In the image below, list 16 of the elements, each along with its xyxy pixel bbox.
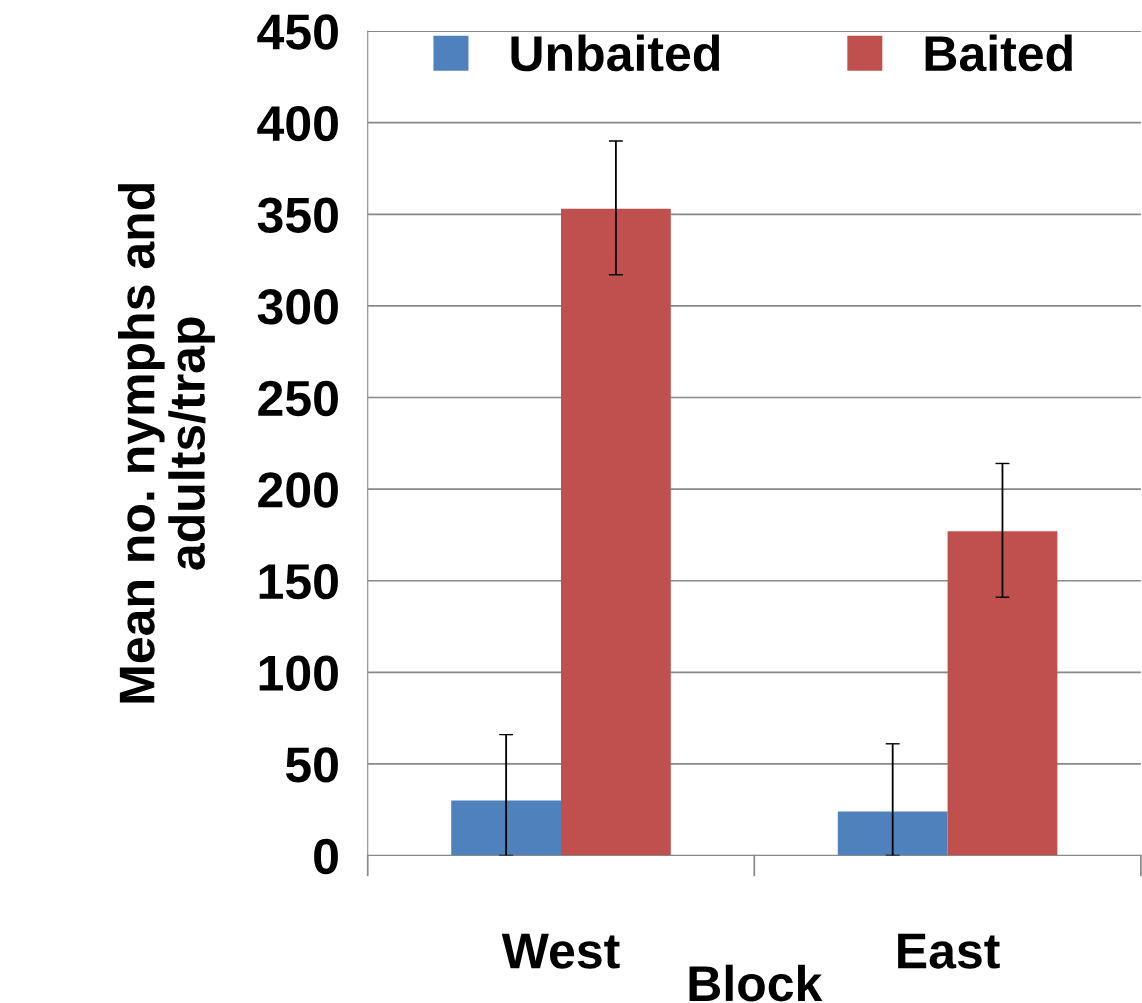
y-tick-label: 150 (259, 563, 338, 600)
legend-label: Baited (925, 34, 1072, 72)
x-tick-label: East (898, 933, 1000, 969)
y-tick-label: 400 (257, 105, 338, 142)
y-tick-label: 350 (257, 197, 338, 233)
y-axis-title: Mean no. nymphs and adults/trap (118, 184, 215, 703)
x-axis-title: Block (689, 964, 823, 1002)
y-tick-label: 200 (258, 472, 338, 508)
y-tick-label: 50 (285, 747, 338, 783)
y-tick-label: 300 (257, 289, 338, 325)
y-tick-label: 250 (258, 380, 338, 417)
x-tick-label: West (501, 933, 620, 969)
y-tick-label: 0 (314, 838, 338, 875)
y-tick-label: 450 (257, 14, 338, 50)
y-tick-label: 100 (259, 655, 338, 691)
legend-label: Unbaited (511, 34, 720, 72)
